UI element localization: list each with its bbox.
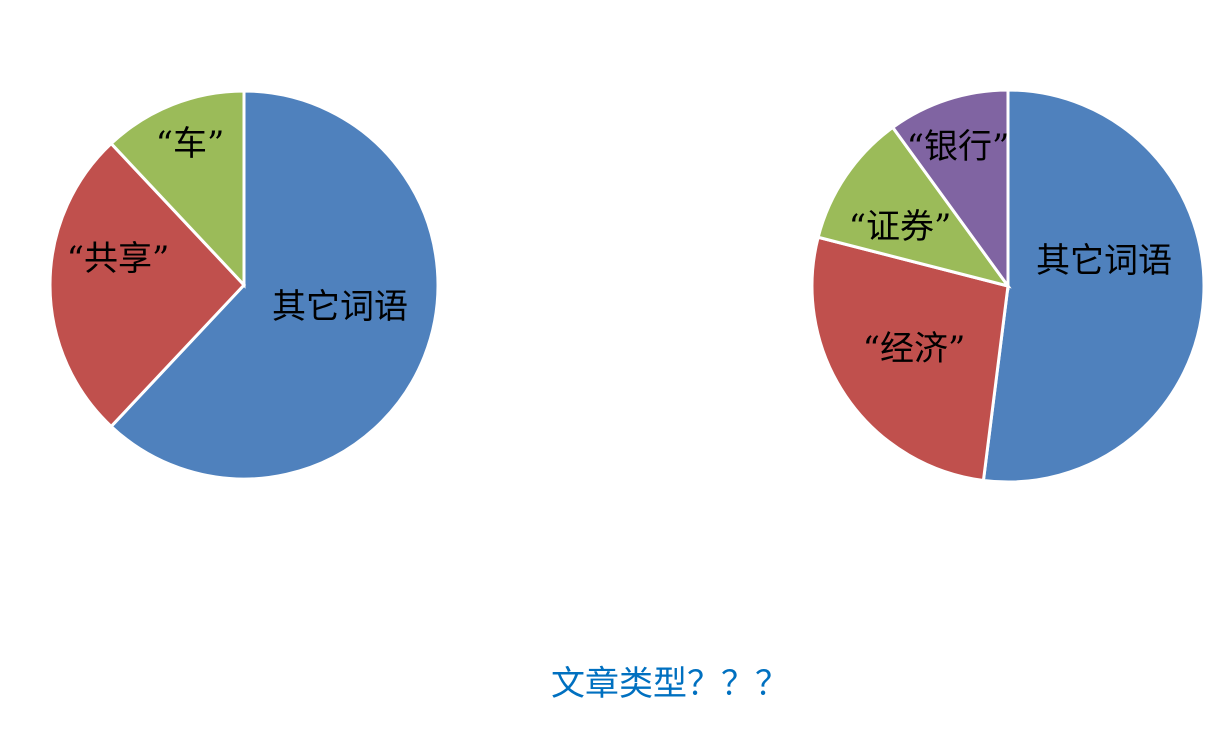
pie2-slice-1 <box>810 235 1010 483</box>
pie1-label-1: “共享” <box>67 239 170 279</box>
pie1-slice-2 <box>109 89 246 289</box>
pie2-label-1: “经济” <box>863 329 966 369</box>
pie2-slice-2 <box>816 125 1012 289</box>
pie2-slice-0 <box>981 88 1206 484</box>
pie2-label-2: “证券” <box>849 207 952 247</box>
pie1-label-2: “车” <box>156 124 225 164</box>
pie1-slice-0 <box>109 89 440 481</box>
pie2-slice-3 <box>890 88 1010 291</box>
caption: 文章类型？？？ <box>551 664 789 704</box>
pie1-label-0: 其它词语 <box>272 287 408 327</box>
pie1-slice-1 <box>48 141 247 429</box>
pie2-label-0: 其它词语 <box>1036 241 1172 281</box>
pie2-label-3: “银行” <box>907 127 1010 167</box>
